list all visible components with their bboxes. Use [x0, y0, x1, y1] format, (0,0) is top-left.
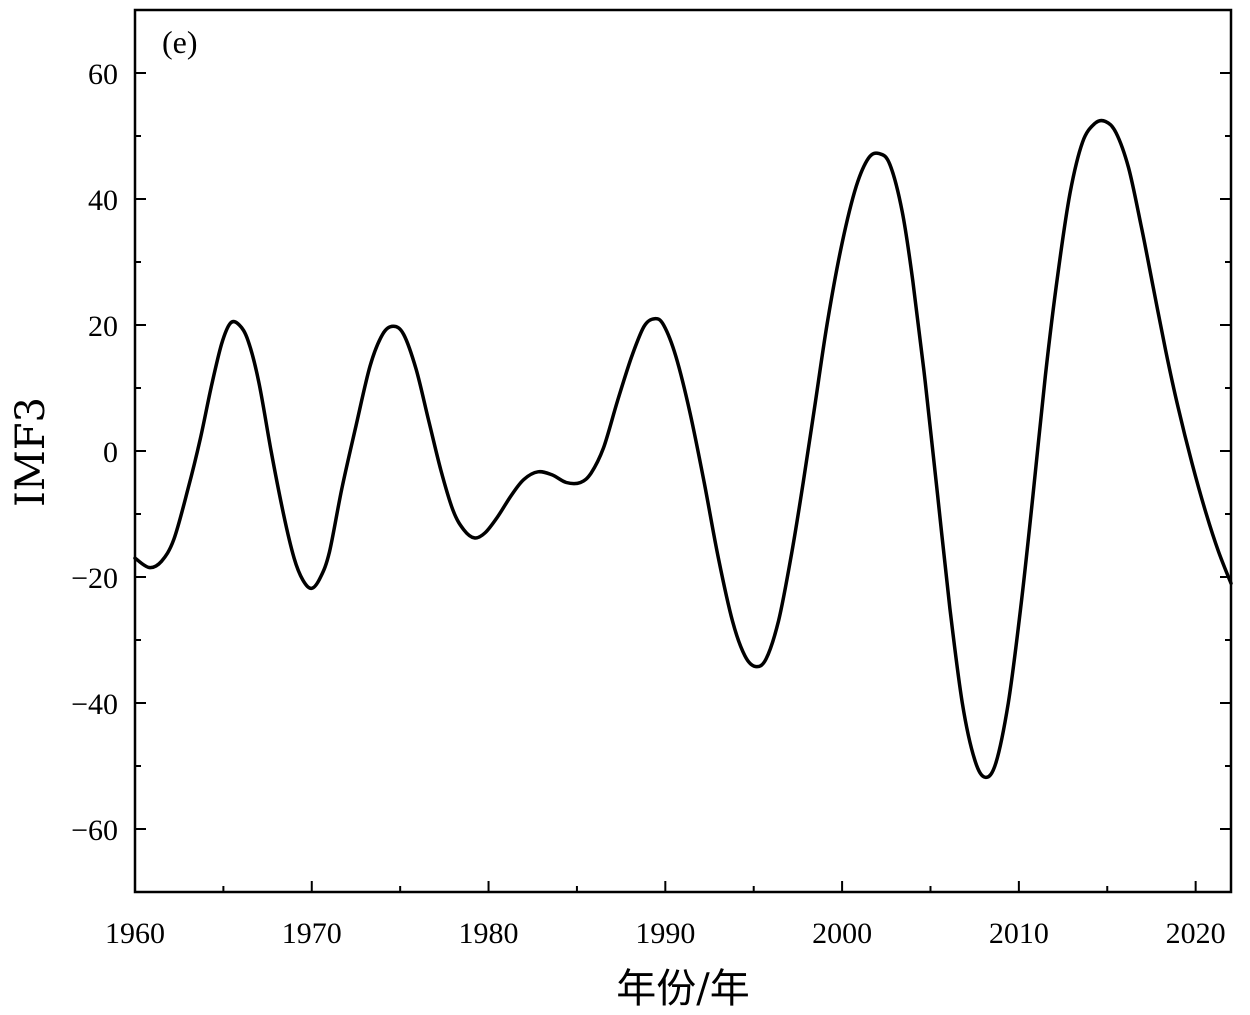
x-tick-label: 1960	[105, 917, 165, 950]
y-tick-label: −60	[71, 814, 118, 847]
y-tick-label: −40	[71, 688, 118, 721]
plot-frame	[133, 8, 1233, 894]
x-tick-label: 2000	[812, 917, 872, 950]
y-tick-label: 60	[88, 58, 118, 91]
panel-label: (e)	[162, 24, 198, 60]
x-axis-title: 年份/年	[616, 966, 749, 1012]
x-tick-label: 1990	[635, 917, 695, 950]
x-tick-label: 1980	[459, 917, 519, 950]
axis-tick-labels: 1960 1970 1980 1990 2000 2010 2020 60 40 20 0 −20 −4…	[71, 58, 1226, 950]
x-tick-label: 2020	[1166, 917, 1226, 950]
x-tick-label: 1970	[282, 917, 342, 950]
axis-ticks	[134, 72, 1231, 892]
y-tick-label: 40	[88, 184, 118, 217]
y-tick-label: 0	[103, 436, 118, 469]
y-tick-label: 20	[88, 310, 118, 343]
y-axis-title: IMF3	[8, 397, 54, 507]
imf3-series-line	[133, 118, 1233, 780]
y-tick-label: −20	[71, 562, 118, 595]
x-tick-label: 2010	[989, 917, 1049, 950]
